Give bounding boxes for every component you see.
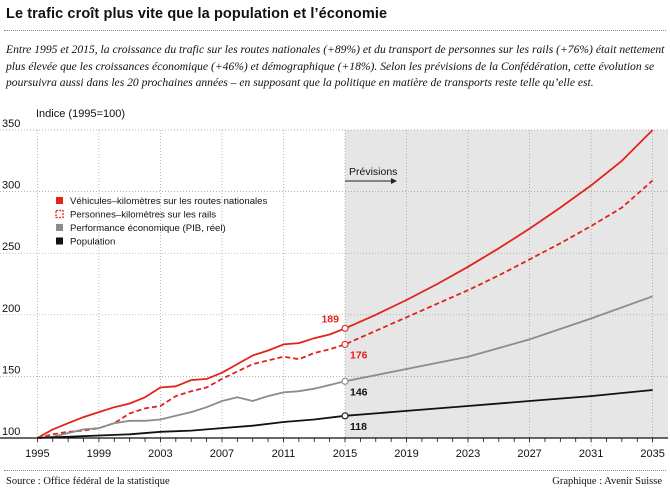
x-tick-label: 2015 bbox=[333, 448, 357, 460]
x-tick-label: 1995 bbox=[25, 448, 49, 460]
y-tick-label: 250 bbox=[2, 241, 20, 253]
title-divider bbox=[4, 30, 666, 31]
x-tick-label: 1999 bbox=[87, 448, 111, 460]
value-label-146: 146 bbox=[350, 386, 368, 398]
value-label-176: 176 bbox=[350, 349, 368, 361]
x-tick-label: 2003 bbox=[148, 448, 172, 460]
forecast-region bbox=[345, 130, 668, 438]
value-label-189: 189 bbox=[321, 313, 339, 325]
legend-label: Population bbox=[70, 237, 115, 248]
y-tick-label: 350 bbox=[2, 118, 20, 130]
population-line bbox=[37, 389, 653, 439]
x-tick-label: 2019 bbox=[394, 448, 418, 460]
x-tick-label: 2035 bbox=[640, 448, 664, 460]
forecast-label: Prévisions bbox=[349, 166, 397, 178]
y-tick-label: 150 bbox=[2, 364, 20, 376]
x-tick-label: 2027 bbox=[517, 448, 541, 460]
chart-title: Le trafic croît plus vite que la populat… bbox=[6, 6, 388, 22]
legend-label: Véhicules–kilomètres sur les routes nati… bbox=[70, 196, 268, 207]
road-2015-marker bbox=[341, 324, 349, 332]
y-tick-label: 200 bbox=[2, 303, 20, 315]
y-axis-label: Indice (1995=100) bbox=[36, 108, 125, 120]
legend-swatch bbox=[56, 197, 63, 204]
x-tick-label: 2023 bbox=[456, 448, 480, 460]
graphic-credit: Graphique : Avenir Suisse bbox=[552, 476, 662, 487]
y-tick-label: 100 bbox=[2, 426, 20, 438]
y-tick-label: 300 bbox=[2, 180, 20, 192]
rail-2015-marker bbox=[341, 340, 349, 348]
footer-divider bbox=[4, 470, 666, 471]
legend-swatch bbox=[55, 209, 64, 219]
gdp-line bbox=[37, 295, 653, 439]
value-label-118: 118 bbox=[350, 421, 367, 433]
legend-label: Performance économique (PIB, réel) bbox=[70, 223, 226, 234]
gdp-2015-marker bbox=[341, 377, 349, 385]
forecast-arrow-head bbox=[391, 178, 397, 184]
legend-label: Personnes–kilomètres sur les rails bbox=[70, 210, 216, 221]
x-tick-label: 2007 bbox=[210, 448, 234, 460]
legend-swatch bbox=[56, 224, 63, 231]
x-tick-label: 2011 bbox=[272, 448, 296, 460]
source-note: Source : Office fédéral de la statistiqu… bbox=[6, 476, 170, 487]
legend-swatch bbox=[56, 237, 63, 245]
x-tick-label: 2031 bbox=[579, 448, 603, 460]
road-traffic-line bbox=[36, 129, 654, 439]
intro-text: Entre 1995 et 2015, la croissance du tra… bbox=[6, 43, 665, 90]
population-2015-marker bbox=[341, 412, 349, 420]
